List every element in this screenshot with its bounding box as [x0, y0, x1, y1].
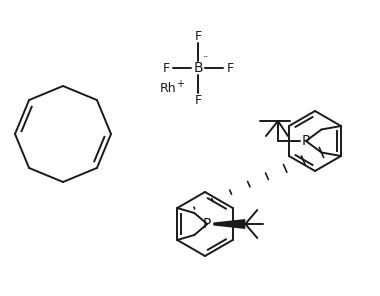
Text: ⁻: ⁻	[202, 54, 207, 64]
Text: B: B	[193, 61, 203, 75]
Text: Rh: Rh	[160, 81, 177, 94]
Text: F: F	[162, 62, 169, 75]
Polygon shape	[213, 219, 245, 229]
Text: P: P	[203, 217, 212, 231]
Text: F: F	[226, 62, 234, 75]
Text: F: F	[195, 94, 201, 107]
Text: +: +	[176, 79, 184, 89]
Text: P: P	[302, 134, 310, 148]
Text: F: F	[195, 30, 201, 43]
